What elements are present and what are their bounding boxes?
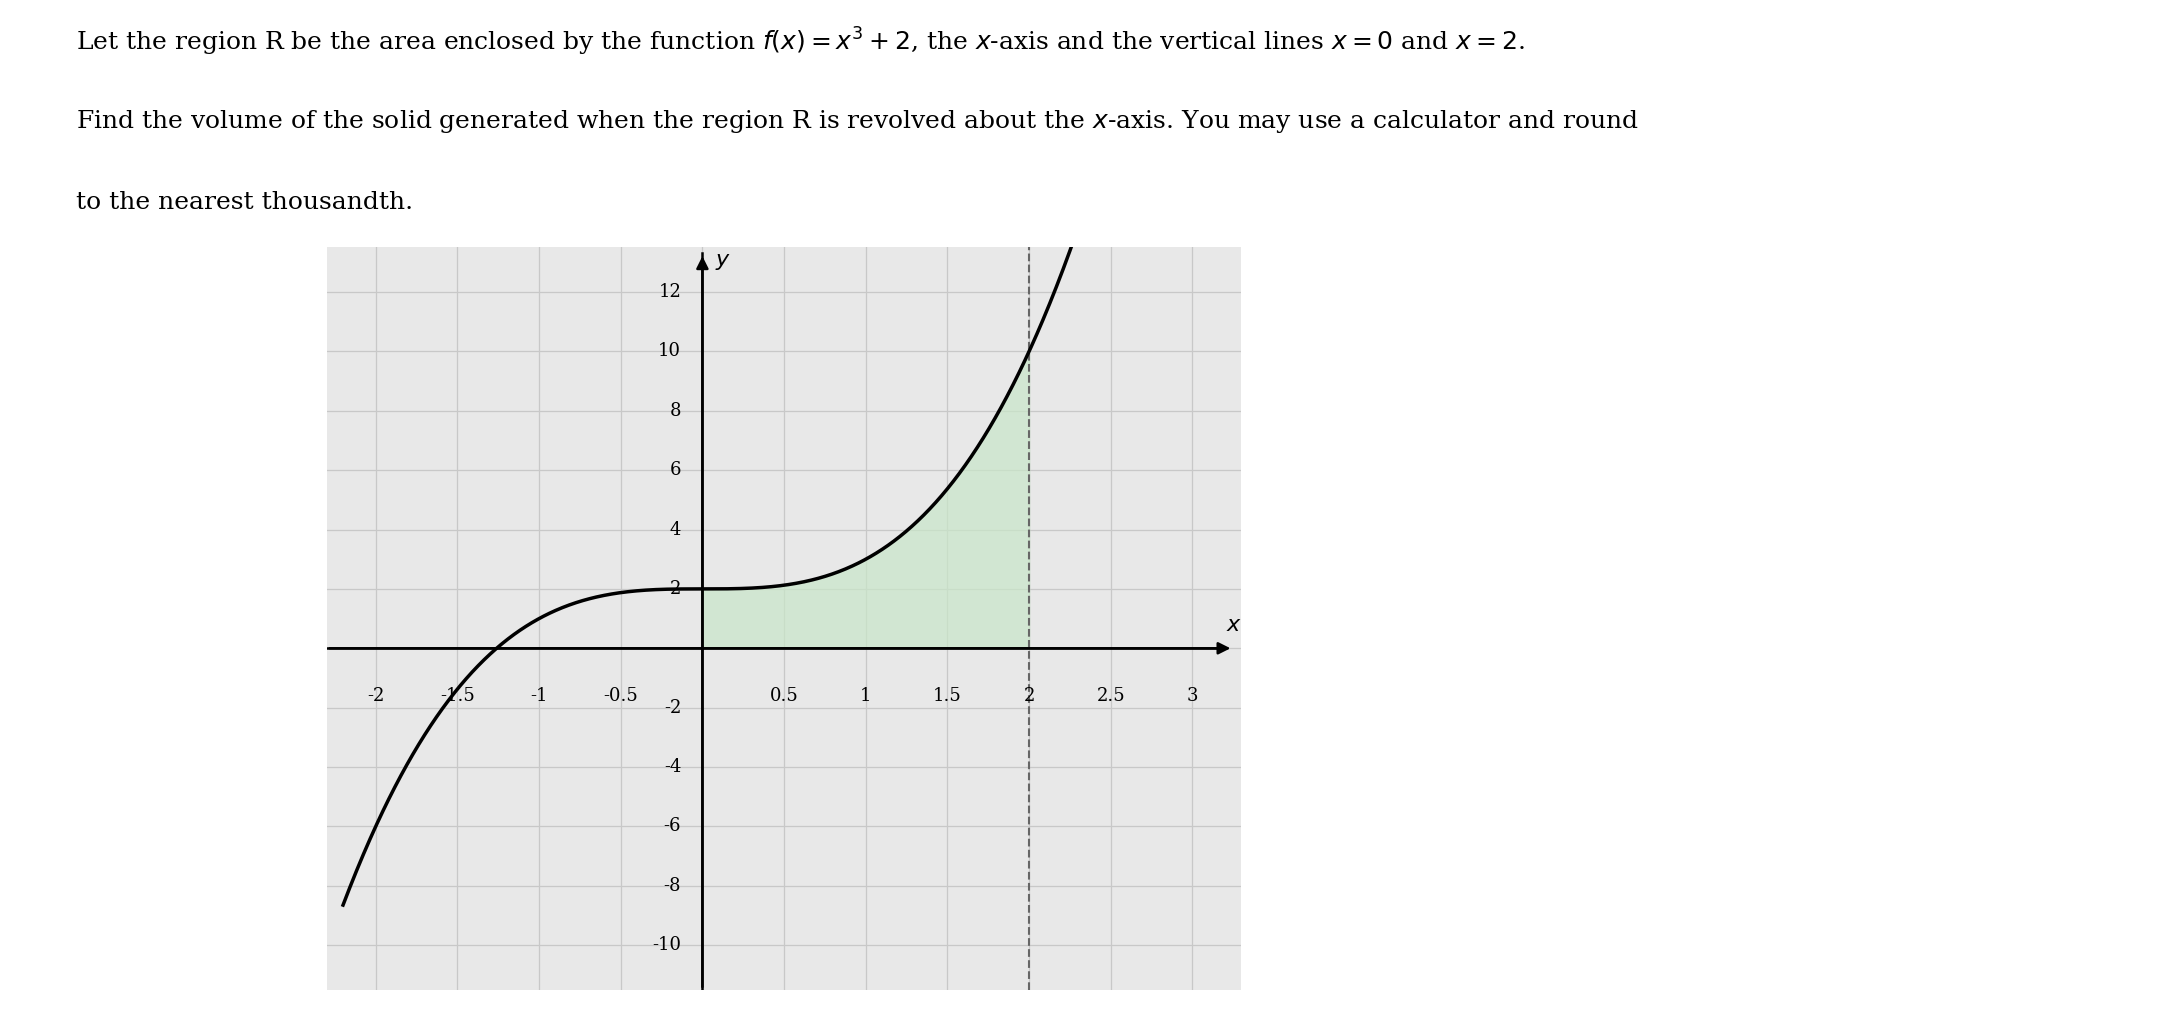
Text: -0.5: -0.5: [603, 687, 638, 705]
Text: -2: -2: [368, 687, 383, 705]
Text: 3: 3: [1187, 687, 1198, 705]
Text: 0.5: 0.5: [769, 687, 799, 705]
Text: to the nearest thousandth.: to the nearest thousandth.: [76, 191, 414, 213]
Text: 2.5: 2.5: [1096, 687, 1126, 705]
Text: 10: 10: [658, 342, 682, 361]
Text: 1.5: 1.5: [932, 687, 963, 705]
Text: 4: 4: [671, 521, 682, 538]
Text: Let the region R be the area enclosed by the function $f(x) = x^3 + 2$, the $x$-: Let the region R be the area enclosed by…: [76, 26, 1525, 58]
Text: -10: -10: [651, 936, 682, 955]
Text: -1: -1: [529, 687, 549, 705]
Text: -4: -4: [664, 758, 682, 776]
Text: $x$: $x$: [1226, 614, 1241, 636]
Text: -6: -6: [664, 818, 682, 835]
Text: 1: 1: [860, 687, 871, 705]
Text: -2: -2: [664, 699, 682, 717]
Text: 2: 2: [1024, 687, 1035, 705]
Text: 8: 8: [669, 402, 682, 420]
Text: -1.5: -1.5: [440, 687, 475, 705]
Text: -8: -8: [664, 876, 682, 895]
Text: 12: 12: [658, 282, 682, 301]
Text: 6: 6: [669, 461, 682, 479]
Text: Find the volume of the solid generated when the region R is revolved about the $: Find the volume of the solid generated w…: [76, 108, 1640, 135]
Text: $y$: $y$: [714, 251, 732, 272]
Text: 2: 2: [671, 579, 682, 598]
